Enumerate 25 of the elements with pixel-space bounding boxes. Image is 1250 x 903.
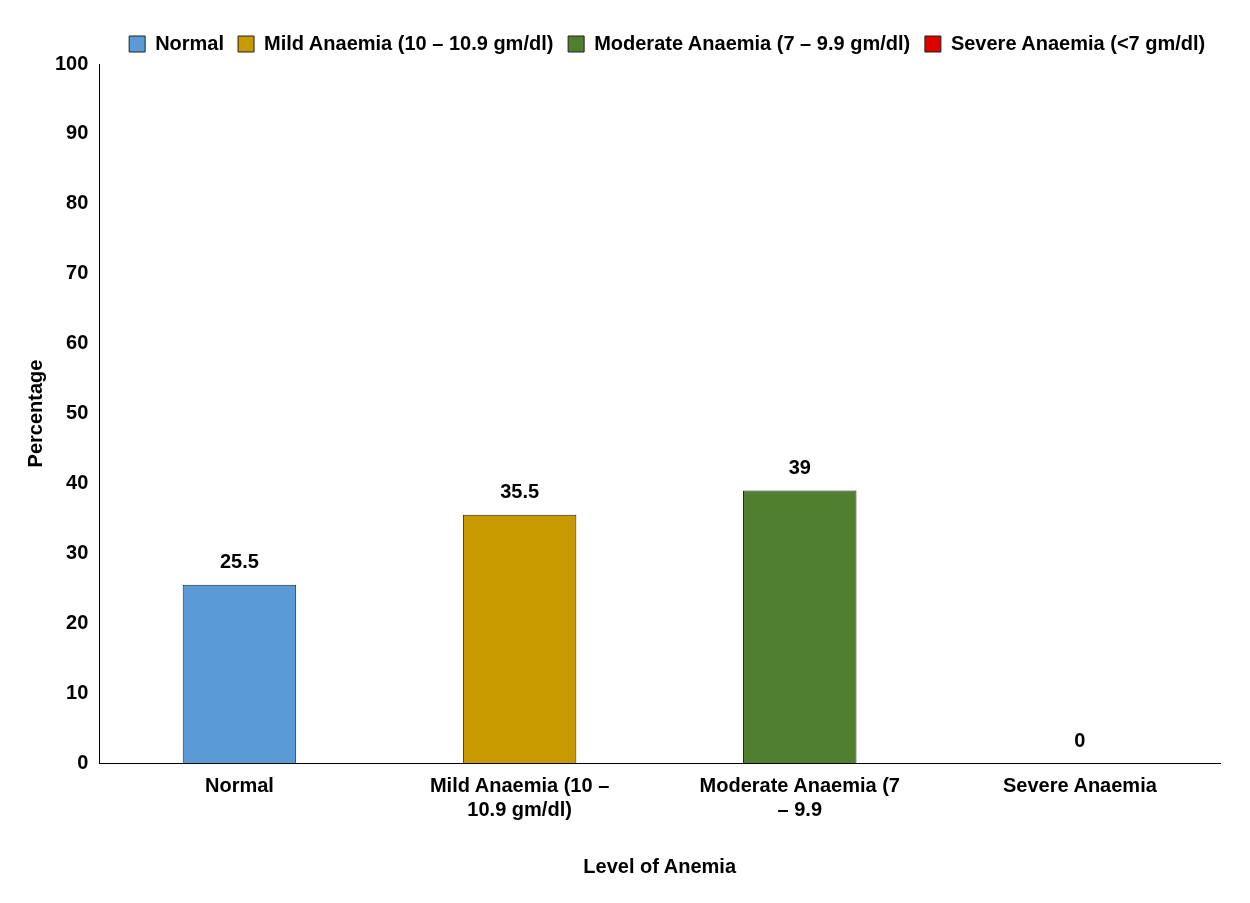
data-label: 39	[788, 455, 811, 478]
x-tick-label: Severe Anaemia	[1003, 773, 1158, 796]
y-tick-label: 0	[77, 750, 89, 773]
legend-label: Moderate Anaemia (7 – 9.9 gm/dl)	[594, 31, 911, 54]
y-tick-label: 20	[66, 610, 89, 633]
x-axis-title: Level of Anemia	[583, 854, 737, 877]
y-tick-label: 80	[66, 191, 89, 214]
y-tick-label: 40	[66, 470, 89, 493]
y-axis-title: Percentage	[23, 359, 46, 468]
y-tick-label: 60	[66, 331, 89, 354]
data-label: 25.5	[219, 550, 259, 573]
y-tick-label: 100	[54, 51, 89, 74]
x-tick-label: Mild Anaemia (10 – 10.9 gm/dl)	[429, 773, 610, 820]
data-label: 35.5	[500, 480, 540, 503]
legend-label: Mild Anaemia (10 – 10.9 gm/dl)	[264, 31, 554, 54]
x-tick-label: Normal	[204, 773, 274, 796]
legend-label: Severe Anaemia (<7 gm/dl)	[950, 31, 1206, 54]
y-tick-label: 90	[66, 121, 89, 144]
legend-label: Normal	[155, 31, 225, 54]
y-tick-label: 30	[66, 540, 89, 563]
x-tick-label: Moderate Anaemia (7 – 9.9	[699, 773, 900, 820]
y-tick-label: 70	[66, 261, 89, 284]
y-tick-label: 50	[66, 401, 89, 424]
y-tick-label: 10	[66, 680, 89, 703]
data-label: 0	[1074, 728, 1086, 751]
